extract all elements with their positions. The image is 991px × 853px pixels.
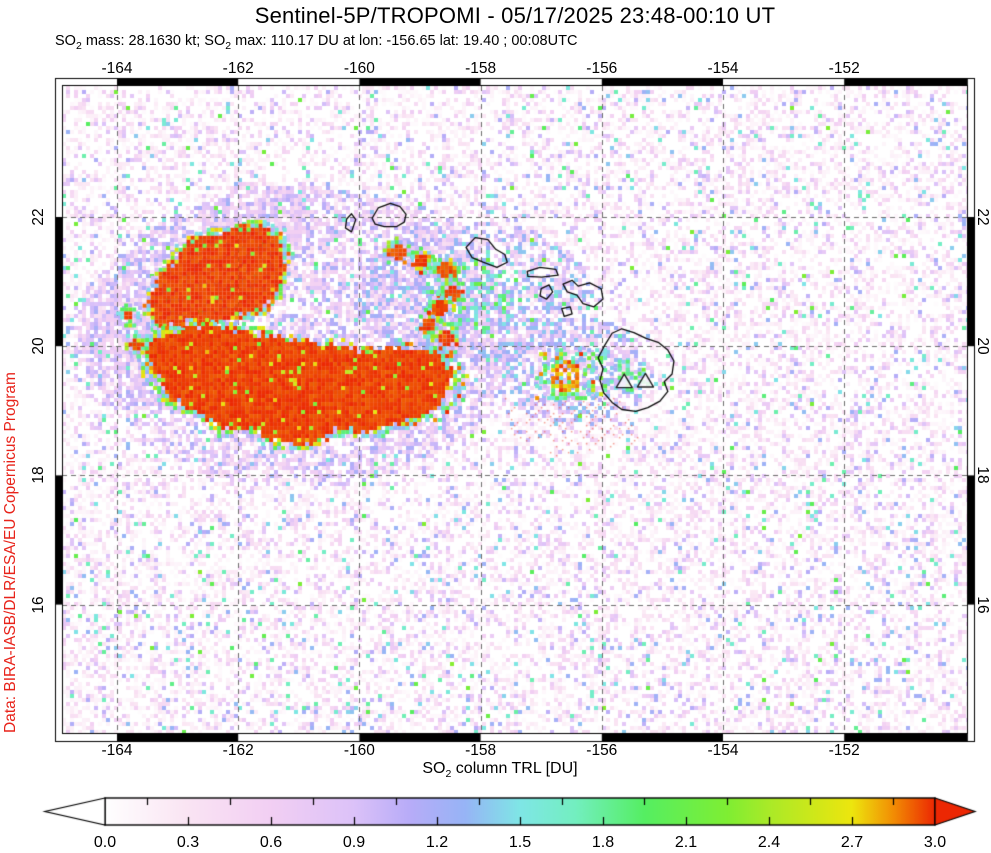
lon-tick-label-top: -164 — [101, 60, 133, 77]
lon-tick-label-top: -158 — [465, 60, 497, 77]
lon-tick-label-bottom: -162 — [222, 742, 254, 759]
lat-tick-label-right: 16 — [974, 595, 991, 614]
credit-text: Data: BIRA-IASB/DLR/ESA/EU Copernicus Pr… — [2, 372, 20, 733]
colorbar-tick-label: 0.3 — [176, 834, 200, 851]
lon-tick-label-top: -162 — [222, 60, 254, 77]
colorbar-tick-label: 0.0 — [93, 834, 117, 851]
colorbar-tick-label: 1.5 — [508, 834, 532, 851]
lon-tick-label-bottom: -164 — [101, 742, 133, 759]
lat-tick-label-left: 18 — [30, 466, 47, 485]
colorbar-tick-label: 0.6 — [259, 834, 283, 851]
colorbar-title-seg: column TRL [DU] — [451, 760, 578, 777]
lon-tick-label-top: -154 — [707, 60, 739, 77]
colorbar-tick-label: 2.4 — [757, 834, 781, 851]
lat-tick-label-right: 18 — [974, 466, 991, 485]
stats-seg: mass: 28.1630 kt; SO — [81, 33, 226, 49]
lat-tick-label-left: 22 — [30, 208, 47, 226]
lat-tick-label-left: 16 — [30, 595, 47, 614]
lat-tick-label-right: 20 — [974, 337, 991, 355]
lon-tick-label-top: -156 — [586, 60, 618, 77]
lon-tick-label-bottom: -156 — [586, 742, 618, 759]
colorbar-tick-label: 1.2 — [425, 834, 449, 851]
lon-tick-label-top: -152 — [828, 60, 860, 77]
credit-text-span: Data: BIRA-IASB/DLR/ESA/EU Copernicus Pr… — [2, 372, 19, 733]
colorbar-tick-label: 1.8 — [591, 834, 615, 851]
colorbar-tick-label: 2.7 — [840, 834, 864, 851]
lon-tick-label-bottom: -160 — [343, 742, 375, 759]
lon-tick-label-top: -160 — [343, 60, 375, 77]
lon-tick-label-bottom: -154 — [707, 742, 739, 759]
so2-subscript: 2 — [225, 39, 232, 52]
plot-title-text: Sentinel-5P/TROPOMI - 05/17/2025 23:48-0… — [254, 3, 776, 28]
lat-tick-label-right: 22 — [974, 208, 991, 226]
so2-subscript: 2 — [445, 768, 452, 781]
stats-line: SO2 mass: 28.1630 kt; SO2 max: 110.17 DU… — [55, 33, 577, 52]
stats-seg: max: 110.17 DU at lon: -156.65 lat: 19.4… — [231, 33, 578, 49]
so2-subscript: 2 — [75, 39, 82, 52]
colorbar-tick-label: 2.1 — [674, 834, 698, 851]
colorbar-tick-label: 0.9 — [342, 834, 366, 851]
plot-title: Sentinel-5P/TROPOMI - 05/17/2025 23:48-0… — [55, 3, 975, 29]
lon-tick-label-bottom: -158 — [465, 742, 497, 759]
colorbar-title: SO2 column TRL [DU] — [55, 760, 945, 780]
colorbar-tick-label: 3.0 — [923, 834, 947, 851]
lat-tick-label-left: 20 — [30, 337, 47, 355]
stats-seg: SO — [55, 33, 76, 49]
lon-tick-label-bottom: -152 — [828, 742, 860, 759]
colorbar-title-seg: SO — [422, 760, 446, 777]
